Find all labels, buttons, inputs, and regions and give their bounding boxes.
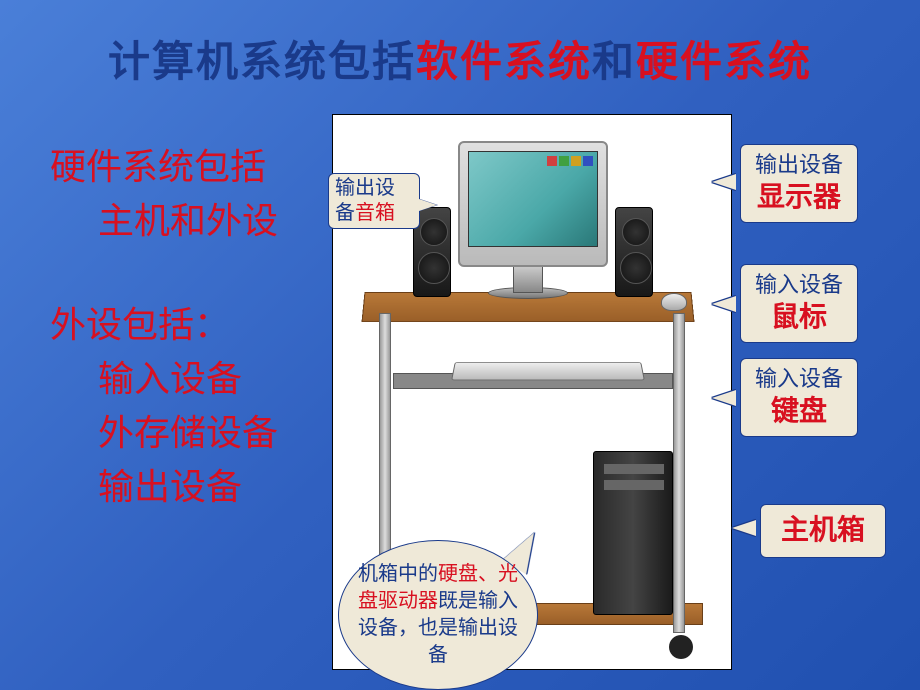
- pointer-tower: [732, 520, 756, 536]
- pointer-mouse: [712, 296, 736, 312]
- callout-tower-value: 主机箱: [781, 515, 865, 546]
- callout-oval: 机箱中的硬盘、光盘驱动器既是输入设备，也是输出设备: [338, 540, 538, 690]
- peripheral-item-3: 输出设备: [50, 460, 278, 514]
- callout-mouse-value: 鼠标: [755, 300, 843, 336]
- callout-speaker-line1: 输出设: [335, 177, 395, 199]
- speaker-right-icon: [615, 207, 653, 297]
- keyboard-icon: [451, 362, 645, 380]
- callout-monitor-label: 输出设备: [755, 152, 843, 177]
- callout-monitor: 输出设备 显示器: [740, 144, 858, 223]
- peripheral-item-2: 外存储设备: [50, 406, 278, 460]
- callout-speaker-line2a: 备: [335, 202, 355, 224]
- callout-mouse-label: 输入设备: [755, 272, 843, 297]
- mouse-icon: [661, 293, 687, 311]
- title-part4: 硬件系统: [636, 40, 812, 86]
- monitor-screen: [468, 151, 598, 247]
- title-part3: 和: [592, 40, 636, 86]
- desk-leg-right: [673, 313, 685, 633]
- monitor-icon: [458, 141, 608, 267]
- callout-tower: 主机箱: [760, 504, 886, 558]
- callout-keyboard-value: 键盘: [755, 394, 843, 430]
- oval-t1: 机箱中的: [358, 563, 438, 585]
- screen-icons: [547, 156, 593, 166]
- title-part1: 计算机系统包括: [108, 40, 416, 86]
- callout-monitor-value: 显示器: [755, 180, 843, 216]
- title-part2: 软件系统: [416, 40, 592, 86]
- hardware-line1: 硬件系统包括: [50, 140, 278, 194]
- pointer-keyboard: [712, 390, 736, 406]
- slide-title: 计算机系统包括软件系统和硬件系统: [0, 0, 920, 89]
- peripheral-item-1: 输入设备: [50, 352, 278, 406]
- callout-mouse: 输入设备 鼠标: [740, 264, 858, 343]
- callout-speaker-value: 音箱: [355, 202, 395, 224]
- wheel-right: [669, 635, 693, 659]
- callout-keyboard: 输入设备 键盘: [740, 358, 858, 437]
- pointer-monitor: [712, 174, 736, 190]
- callout-keyboard-label: 输入设备: [755, 366, 843, 391]
- peripheral-header: 外设包括：: [50, 298, 278, 352]
- hardware-line2: 主机和外设: [50, 194, 278, 248]
- tower-icon: [593, 451, 673, 615]
- pointer-speaker: [419, 199, 437, 211]
- left-text-block: 硬件系统包括 主机和外设 外设包括： 输入设备 外存储设备 输出设备: [50, 140, 278, 514]
- monitor-stand: [513, 265, 543, 293]
- callout-speaker: 输出设 备音箱: [328, 173, 420, 229]
